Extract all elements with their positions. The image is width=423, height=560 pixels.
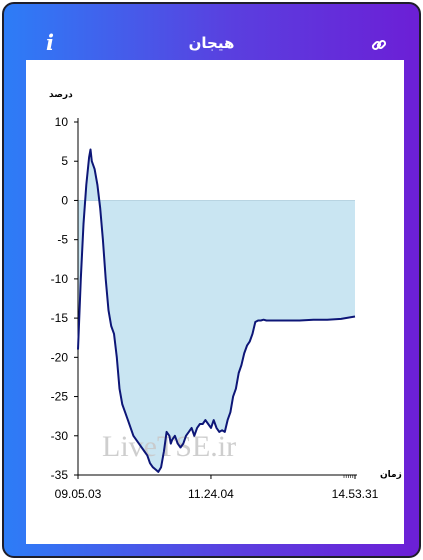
chart-svg: LiveTSE.ir 1050-5-10-15-20-25-30-3509.05… xyxy=(49,90,402,501)
x-tick-label: 11.24.04 xyxy=(188,487,234,501)
y-tick-label: -35 xyxy=(51,468,69,482)
y-tick-label: 0 xyxy=(61,193,68,207)
link-icon[interactable] xyxy=(370,36,388,54)
card-header: i هیجان xyxy=(4,4,419,60)
chart-panel: LiveTSE.ir 10 5 0 -5 -10 -15 -20 -25 -30 -35 09.05… xyxy=(26,60,404,544)
y-tick-label: -5 xyxy=(57,233,68,247)
y-axis-title: درصد xyxy=(49,90,73,100)
info-button[interactable]: i xyxy=(46,30,54,55)
line-layer xyxy=(77,148,356,473)
y-tick-label: -20 xyxy=(51,350,69,364)
x-tick-label: 14.53.31 xyxy=(332,487,379,501)
y-tick-label: -30 xyxy=(51,429,69,443)
series-line xyxy=(77,148,356,473)
y-tick-label: -25 xyxy=(51,390,69,404)
card-title: هیجان xyxy=(188,34,235,52)
x-tick-label: 09.05.03 xyxy=(55,487,102,501)
y-tick-label: 10 xyxy=(55,115,69,129)
link-icon-graphic xyxy=(371,39,387,51)
x-axis-title: زمان xyxy=(380,470,402,480)
axis-layer: 10 5 0 -5 -10 -15 -20 -25 -30 -35 09.05.03 11.24.04… xyxy=(51,115,379,501)
y-tick-label: 5 xyxy=(61,154,68,168)
series-area xyxy=(78,149,355,472)
y-tick-label: -10 xyxy=(51,272,69,286)
area-layer xyxy=(78,149,355,472)
y-tick-label: -15 xyxy=(51,311,69,325)
